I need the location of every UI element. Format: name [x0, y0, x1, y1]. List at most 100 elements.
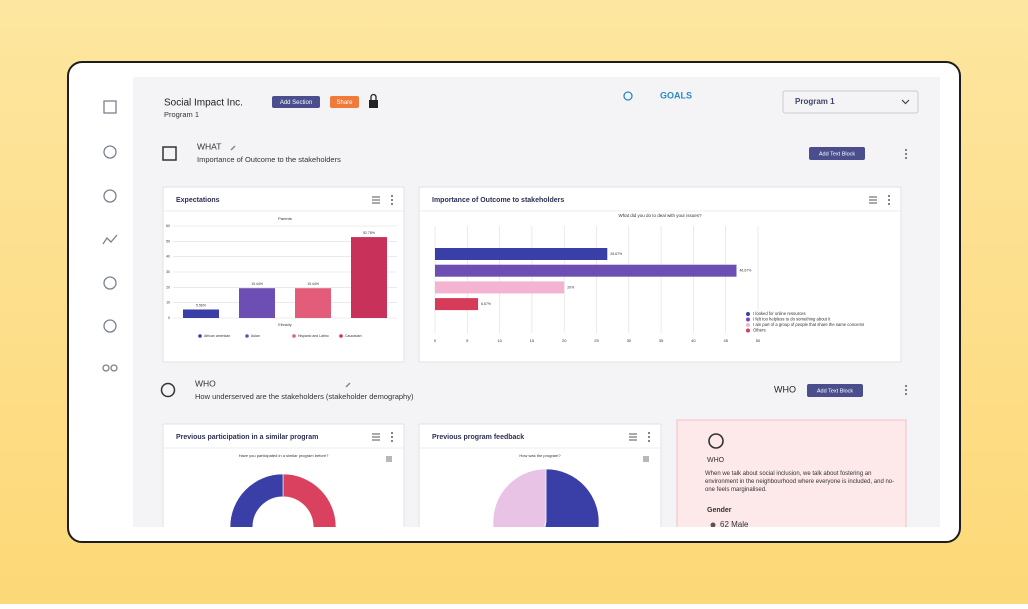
- value-label: 6.67%: [481, 302, 491, 306]
- add-section-label: Add Section: [280, 100, 312, 106]
- menu-dot[interactable]: [887, 198, 891, 202]
- card-title: Expectations: [176, 197, 220, 204]
- menu-dot[interactable]: [647, 435, 651, 439]
- menu-dot[interactable]: [904, 388, 908, 392]
- legend-swatch: [339, 334, 343, 338]
- company-name: Social Impact Inc.: [164, 98, 243, 109]
- edit-icon: [345, 382, 351, 388]
- pie-slice: [492, 468, 547, 527]
- card-title: Previous program feedback: [432, 434, 524, 441]
- pie-slice: [229, 473, 284, 527]
- bar: [295, 288, 331, 318]
- legend-swatch: [746, 312, 750, 316]
- menu-dot[interactable]: [904, 392, 908, 396]
- filter-icon[interactable]: [372, 196, 380, 204]
- y-tick-label: 10: [166, 301, 170, 305]
- add-text-block-button[interactable]: [809, 147, 865, 160]
- legend-label: African american: [204, 334, 230, 338]
- x-tick-label: 10: [497, 338, 502, 343]
- legend-label: I felt too helpless to do something abou…: [753, 317, 831, 322]
- filter-icon[interactable]: [869, 196, 877, 204]
- nav-icon[interactable]: [102, 234, 118, 245]
- program-dropdown[interactable]: [782, 90, 919, 114]
- x-tick-label: 30: [627, 338, 632, 343]
- chart-menu[interactable]: [386, 456, 392, 462]
- value-label: 46.67%: [739, 269, 751, 273]
- filter-icon[interactable]: [629, 433, 637, 441]
- chart-subtitle: Parents: [278, 216, 292, 221]
- stat-icon: [710, 522, 716, 527]
- x-tick-label: 15: [530, 338, 535, 343]
- bar: [435, 264, 737, 277]
- lock-icon: [369, 100, 378, 108]
- nav-icon[interactable]: [103, 276, 117, 290]
- pie-slice: [543, 521, 547, 527]
- menu-dot[interactable]: [647, 431, 651, 435]
- logo: GOALS: [660, 90, 692, 100]
- menu-dot[interactable]: [390, 202, 394, 206]
- menu-dot[interactable]: [390, 435, 394, 439]
- info-text-box: When we talk about social inclusion, we …: [705, 471, 895, 494]
- filter-icon[interactable]: [372, 433, 380, 441]
- menu-dot[interactable]: [390, 431, 394, 435]
- value-label: 20%: [567, 285, 574, 289]
- x-tick-label: 35: [659, 338, 664, 343]
- dropdown-label: Program 1: [795, 97, 835, 106]
- checkbox-icon: [162, 146, 177, 161]
- menu-dot[interactable]: [390, 194, 394, 198]
- nav-icon[interactable]: [102, 364, 110, 372]
- y-tick-label: 20: [166, 285, 170, 289]
- card-title: Importance of Outcome to stakeholders: [432, 197, 564, 204]
- menu-dot[interactable]: [887, 194, 891, 198]
- y-tick-label: 60: [166, 224, 170, 228]
- value-label: 52.78%: [363, 231, 375, 235]
- menu-dot[interactable]: [887, 202, 891, 206]
- legend-swatch: [245, 334, 249, 338]
- menu-dot[interactable]: [904, 148, 908, 152]
- nav-icon[interactable]: [103, 145, 117, 159]
- x-tick-label: 5: [466, 338, 469, 343]
- menu-dot[interactable]: [390, 198, 394, 202]
- info-stat: 62 Male: [720, 520, 749, 529]
- logo-mark: [623, 91, 633, 101]
- add-text-block-button[interactable]: [807, 384, 863, 397]
- section-tag: WHO: [774, 384, 796, 394]
- y-tick-label: 40: [166, 255, 170, 259]
- nav-icon[interactable]: [103, 189, 117, 203]
- pie-slice: [544, 468, 600, 527]
- add-section-button[interactable]: [272, 96, 320, 108]
- nav-icon[interactable]: [110, 364, 118, 372]
- menu-dot[interactable]: [904, 152, 908, 156]
- radio-icon: [160, 382, 176, 398]
- info-text: When we talk about social inclusion, we …: [705, 471, 895, 494]
- y-tick-label: 50: [166, 239, 170, 243]
- x-axis-label: Ethnicity: [278, 323, 291, 327]
- program-name: Program 1: [164, 110, 199, 119]
- value-label: 19.44%: [251, 282, 263, 286]
- legend-swatch: [746, 317, 750, 322]
- bar: [435, 298, 479, 311]
- section-subtitle: How underserved are the stakeholders (st…: [195, 392, 414, 401]
- dropdown-caret: [901, 99, 910, 105]
- chart-subtitle: What did you do to deal with your issues…: [618, 213, 702, 218]
- nav-icon[interactable]: [103, 100, 117, 114]
- x-tick-label: 45: [723, 338, 728, 343]
- nav-icon[interactable]: [103, 319, 117, 333]
- menu-dot[interactable]: [904, 384, 908, 388]
- menu-dot[interactable]: [904, 156, 908, 160]
- legend-label: I looked for online resources: [753, 311, 806, 316]
- legend-label: Caucasian: [345, 334, 362, 338]
- bar: [435, 248, 608, 260]
- chart-menu[interactable]: [643, 456, 649, 462]
- menu-dot[interactable]: [390, 439, 394, 443]
- legend-label: Asian: [251, 334, 260, 338]
- share-label: Share: [336, 100, 353, 106]
- value-label: 19.44%: [307, 282, 319, 286]
- share-button[interactable]: [330, 96, 359, 108]
- legend-swatch: [746, 323, 750, 327]
- menu-dot[interactable]: [647, 439, 651, 443]
- x-tick-label: 50: [756, 338, 761, 343]
